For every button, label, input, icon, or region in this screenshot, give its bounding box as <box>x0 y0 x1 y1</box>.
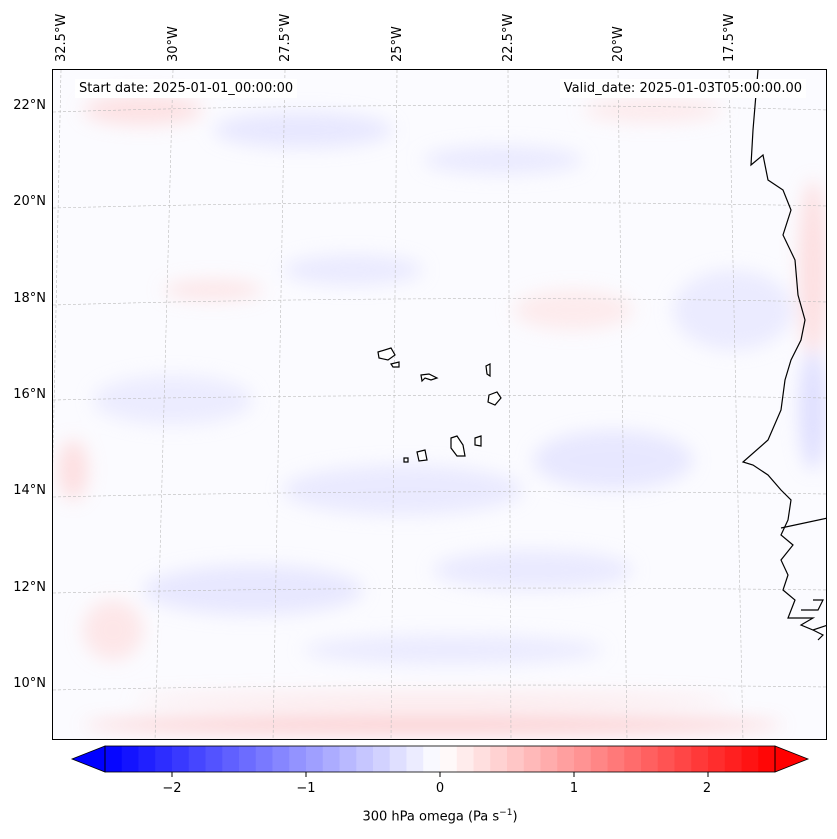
lat-label: 16°N <box>13 387 46 402</box>
colorbar-segment <box>155 746 173 772</box>
colorbar-label-close: ) <box>512 809 518 825</box>
colorbar-segment <box>373 746 391 772</box>
colorbar-segment <box>289 746 307 772</box>
lat-label: 12°N <box>13 580 46 595</box>
colorbar-segment <box>691 746 709 772</box>
colorbar-segment <box>507 746 525 772</box>
colorbar-label: 300 hPa omega (Pa s−1) <box>362 808 517 824</box>
colorbar-tick-label: −1 <box>296 781 316 796</box>
lat-label: 20°N <box>13 194 46 209</box>
colorbar-segment <box>255 746 273 772</box>
colorbar-segment <box>205 746 223 772</box>
colorbar <box>70 745 810 777</box>
colorbar-segment <box>322 746 340 772</box>
colorbar-extend-low <box>70 745 106 773</box>
colorbar-tick-label: 1 <box>569 781 579 796</box>
valid-date-label: Valid_date: 2025-01-03T05:00:00.00 <box>559 79 806 98</box>
colorbar-segment <box>741 746 759 772</box>
colorbar-segment <box>490 746 508 772</box>
colorbar-tick-label: 0 <box>435 781 445 796</box>
lat-label: 22°N <box>13 98 46 113</box>
colorbar-segment <box>641 746 659 772</box>
colorbar-segment <box>708 746 726 772</box>
colorbar-segment <box>456 746 474 772</box>
colorbar-segment <box>758 746 776 772</box>
colorbar-tick-label: 2 <box>702 781 712 796</box>
lat-label: 14°N <box>13 483 46 498</box>
colorbar-segment <box>423 746 441 772</box>
lat-label: 18°N <box>13 291 46 306</box>
islands <box>377 347 502 463</box>
colorbar-segment <box>624 746 642 772</box>
colorbar-label-exponent: −1 <box>499 808 513 818</box>
colorbar-extend-high <box>774 745 810 773</box>
colorbar-segment <box>272 746 290 772</box>
start-date-label: Start date: 2025-01-01_00:00:00 <box>75 79 298 98</box>
colorbar-segment <box>389 746 407 772</box>
colorbar-segment <box>440 746 458 772</box>
lat-label: 10°N <box>13 676 46 691</box>
map-panel[interactable]: Start date: 2025-01-01_00:00:00 Valid_da… <box>52 69 827 740</box>
colorbar-segment <box>121 746 139 772</box>
omega-field <box>53 70 826 739</box>
colorbar-segment <box>239 746 257 772</box>
colorbar-segment <box>557 746 575 772</box>
colorbar-segment <box>172 746 190 772</box>
colorbar-segment <box>657 746 675 772</box>
colorbar-segment <box>406 746 424 772</box>
graticule <box>53 70 826 739</box>
colorbar-segment <box>138 746 156 772</box>
colorbar-segment <box>574 746 592 772</box>
colorbar-segment <box>590 746 608 772</box>
colorbar-segment <box>105 746 123 772</box>
colorbar-segment <box>473 746 491 772</box>
colorbar-segment <box>540 746 558 772</box>
colorbar-segment <box>188 746 206 772</box>
colorbar-segment <box>339 746 357 772</box>
colorbar-segment <box>222 746 240 772</box>
colorbar-segment <box>523 746 541 772</box>
colorbar-tick-label: −2 <box>162 781 182 796</box>
colorbar-segment <box>607 746 625 772</box>
colorbar-segment <box>356 746 374 772</box>
coastline <box>741 70 826 641</box>
colorbar-segment <box>724 746 742 772</box>
colorbar-label-text: 300 hPa omega (Pa s <box>362 809 500 825</box>
colorbar-segment <box>674 746 692 772</box>
colorbar-segment <box>306 746 324 772</box>
